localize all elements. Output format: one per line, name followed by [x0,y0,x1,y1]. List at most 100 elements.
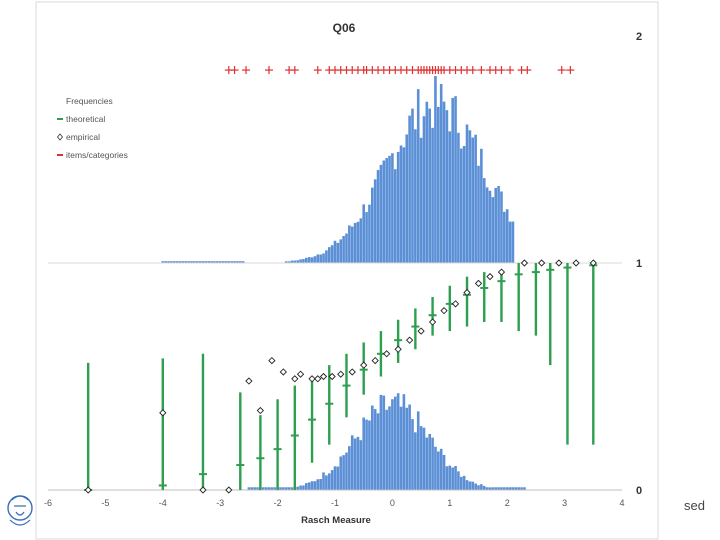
upper-frequency-bar [511,221,515,263]
empirical-point [296,370,305,378]
chart-area [36,0,658,540]
lower-frequency-bar [402,394,406,490]
upper-frequency-bar [368,204,371,263]
upper-frequency-bar [333,240,337,263]
upper-frequency-bar [325,250,328,263]
lower-frequency-bar [442,454,446,490]
upper-frequency-bar [459,148,463,263]
empirical-point [405,336,414,344]
lower-frequency-bar [480,484,483,490]
upper-frequency-bar [428,108,432,263]
empirical-point [497,268,506,276]
right-axis-labels: 2 1 0 [636,31,642,497]
empirical-point [268,356,276,365]
empirical-point [328,372,336,381]
upper-frequency-bar [201,261,205,263]
upper-frequency-bar [474,134,477,263]
empirical-point [474,279,483,288]
lower-frequency-bar [365,419,368,490]
right-tick-label: 0 [636,485,642,497]
upper-frequency-bar [454,96,457,264]
upper-frequency-bar [322,253,325,263]
upper-frequency-bar [350,226,354,263]
upper-frequency-bar [213,261,216,263]
lower-frequency-bar [330,470,334,490]
lower-frequency-bar [290,487,294,490]
lower-frequency-bar [310,481,314,490]
upper-frequency-bar [339,239,343,263]
lower-frequency-bar [511,487,515,490]
lower-frequency-bar [500,487,503,490]
lower-frequency-bar [465,480,469,490]
upper-frequency-bar [204,261,208,263]
right-tick-label: 2 [636,31,642,43]
upper-frequency-bar [503,211,506,263]
upper-frequency-bar [348,225,351,263]
lower-frequency-bar [261,487,265,490]
lower-frequency-bar [267,487,271,490]
lower-frequency-bar [342,455,345,490]
lower-frequency-bar [376,413,380,490]
legend-frequencies: Frequencies [66,96,113,106]
upper-frequency-bar [299,259,302,263]
lower-frequency-bar [419,426,423,490]
lower-frequency-bar [279,487,282,490]
upper-frequency-bar [218,261,222,263]
upper-frequency-bar [187,261,190,263]
upper-frequency-bar [500,191,503,263]
upper-frequency-bar [437,106,440,264]
lower-frequency-bar [523,487,526,490]
upper-frequency-bar [356,221,360,263]
upper-frequency-bar [399,145,403,263]
empirical-point [440,307,448,315]
upper-frequency-bar [175,261,179,263]
empirical-point [463,288,471,297]
x-tick-label: 2 [505,498,510,508]
upper-frequency-bar [408,115,411,263]
x-tick-label: -1 [331,498,339,508]
lower-frequency-bar [350,435,354,490]
lower-frequency-bar [362,417,365,490]
empirical-series [84,259,597,494]
upper-frequency-bar [405,134,409,263]
upper-frequency-bar [385,158,388,263]
lower-frequency-bar [391,399,394,490]
theoretical-series [84,263,598,491]
upper-frequency-bar [416,89,420,264]
upper-frequency-bar [457,132,460,263]
upper-frequency-bar [448,131,452,263]
upper-frequency-bar [439,84,443,264]
x-tick-label: 4 [619,498,624,508]
upper-frequency-bar [391,153,394,263]
lower-frequency-bar [520,487,523,490]
upper-frequency-bar [316,254,320,263]
chart-border [35,1,659,540]
upper-frequency-bar [293,260,297,263]
empirical-point [159,409,167,417]
empirical-point [394,345,402,353]
lower-frequency-bar [287,487,291,490]
lower-frequency-bar [250,487,254,490]
x-tick-labels: -6 -5 -4 -3 -2 -1 0 1 2 3 4 [44,498,625,508]
legend-empirical-swatch [56,133,64,141]
upper-frequency-bar [388,155,391,263]
upper-frequency-bar [362,204,365,263]
lower-frequency-bar [434,446,437,490]
lower-frequency-bar [333,466,337,490]
upper-frequency-bar [382,160,386,263]
empirical-point [225,486,233,494]
lower-frequency-bar [253,487,256,490]
lower-frequency-bar [393,396,397,490]
legend-items-categories: items/categories [66,150,128,160]
lower-frequency-bar [345,452,348,490]
upper-frequency-bar [310,257,314,263]
lower-frequency-bar [416,411,420,490]
upper-frequency-bar [307,257,311,263]
upper-frequency-bar [302,259,305,263]
upper-frequency-bar [451,97,454,263]
lower-frequency-bar [284,487,288,490]
upper-frequency-bar [342,236,345,263]
x-tick-label: -3 [216,498,224,508]
upper-frequency-bar [287,261,291,263]
lower-frequency-bar [356,436,360,490]
